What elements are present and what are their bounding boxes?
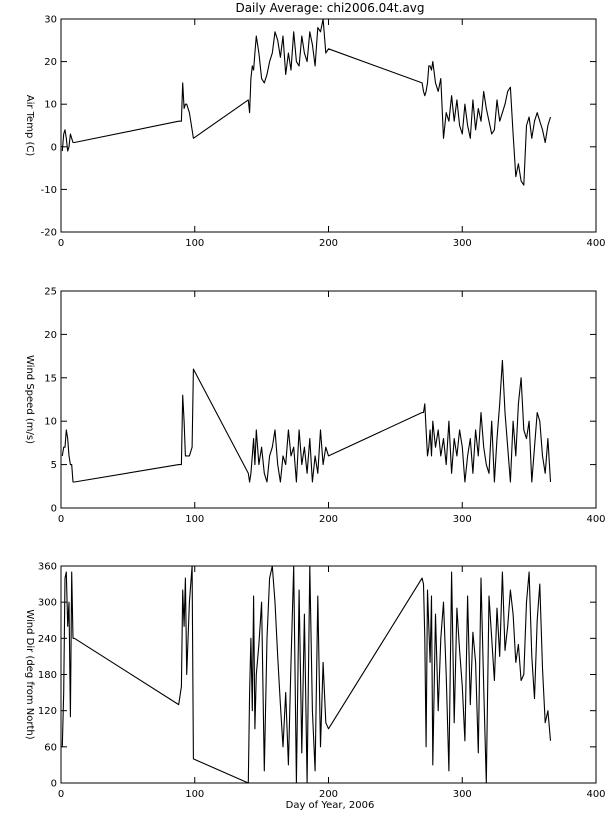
wind-speed-y-axis: 0 5 10 15 20 25 bbox=[44, 287, 596, 515]
wind-dir-x-tick-label: 100 bbox=[185, 789, 204, 800]
wind-speed-y-axis-label: Wind Speed (m/s) bbox=[24, 355, 35, 444]
air-temp-x-tick-label: 300 bbox=[453, 238, 472, 249]
air-temp-x-tick-label: 0 bbox=[58, 238, 64, 249]
air-temp-plot-frame bbox=[60, 18, 597, 233]
wind-speed-y-tick-label: 0 bbox=[51, 504, 57, 515]
wind-speed-x-axis: 0 100 200 300 400 bbox=[58, 291, 606, 525]
wind-dir-x-tick-label: 200 bbox=[319, 789, 338, 800]
wind-speed-x-tick-label: 200 bbox=[319, 514, 338, 525]
air-temp-y-tick-label: 30 bbox=[44, 15, 57, 26]
wind-speed-x-tick-label: 100 bbox=[185, 514, 204, 525]
wind-dir-line bbox=[61, 565, 552, 784]
wind-speed-plot-frame bbox=[60, 290, 597, 509]
air-temp-y-tick-label: 10 bbox=[44, 100, 57, 111]
wind-dir-x-tick-label: 0 bbox=[58, 789, 64, 800]
wind-speed-x-tick-label: 400 bbox=[586, 514, 605, 525]
wind-speed-y-tick-label: 5 bbox=[51, 460, 57, 471]
air-temp-x-tick-label: 100 bbox=[185, 238, 204, 249]
air-temp-y-tick-label: 0 bbox=[51, 142, 57, 153]
wind-dir-y-tick-label: 180 bbox=[38, 670, 57, 681]
wind-dir-y-tick-label: 0 bbox=[51, 779, 57, 790]
wind-speed-y-tick-label: 15 bbox=[44, 373, 57, 384]
air-temp-y-tick-label: 20 bbox=[44, 57, 57, 68]
wind-dir-x-axis: 0 100 200 300 400 bbox=[58, 566, 606, 800]
air-temp-x-axis: 0 100 200 300 400 bbox=[58, 19, 606, 249]
wind-speed-plot: 0 100 200 300 400 0 5 10 15 20 25 Wind Speed (m/s… bbox=[24, 287, 606, 526]
chart-title: Daily Average: chi2006.04t.avg bbox=[235, 1, 424, 15]
air-temp-y-tick-label: -20 bbox=[41, 228, 57, 239]
wind-speed-x-tick-label: 300 bbox=[453, 514, 472, 525]
wind-dir-y-tick-label: 60 bbox=[44, 742, 57, 753]
wind-dir-plot: 0 100 200 300 400 0 60 120 180 240 300 360 Wind Di… bbox=[24, 562, 606, 812]
wind-speed-line bbox=[61, 359, 552, 483]
air-temp-x-tick-label: 400 bbox=[586, 238, 605, 249]
x-axis-label: Day of Year, 2006 bbox=[286, 800, 375, 811]
wind-dir-y-axis: 0 60 120 180 240 300 360 bbox=[38, 562, 596, 790]
wind-speed-y-tick-label: 25 bbox=[44, 287, 57, 298]
air-temp-line bbox=[61, 18, 552, 186]
wind-speed-y-tick-label: 20 bbox=[44, 330, 57, 341]
wind-dir-plot-frame bbox=[60, 565, 597, 784]
wind-dir-y-tick-label: 360 bbox=[38, 562, 57, 573]
wind-dir-y-axis-label: Wind Dir (deg from North) bbox=[24, 609, 35, 739]
wind-dir-x-tick-label: 300 bbox=[453, 789, 472, 800]
air-temp-y-axis: -20 -10 0 10 20 30 bbox=[41, 15, 596, 239]
air-temp-plot: 0 100 200 300 400 -20 -10 0 10 20 30 Air Temp (C) bbox=[24, 15, 606, 250]
air-temp-y-axis-label: Air Temp (C) bbox=[24, 95, 35, 157]
wind-dir-x-tick-label: 400 bbox=[586, 789, 605, 800]
wind-dir-y-tick-label: 300 bbox=[38, 598, 57, 609]
wind-dir-y-tick-label: 240 bbox=[38, 634, 57, 645]
wind-speed-x-tick-label: 0 bbox=[58, 514, 64, 525]
air-temp-x-tick-label: 200 bbox=[319, 238, 338, 249]
air-temp-y-tick-label: -10 bbox=[41, 185, 57, 196]
wind-dir-y-tick-label: 120 bbox=[38, 706, 57, 717]
wind-speed-y-tick-label: 10 bbox=[44, 417, 57, 428]
